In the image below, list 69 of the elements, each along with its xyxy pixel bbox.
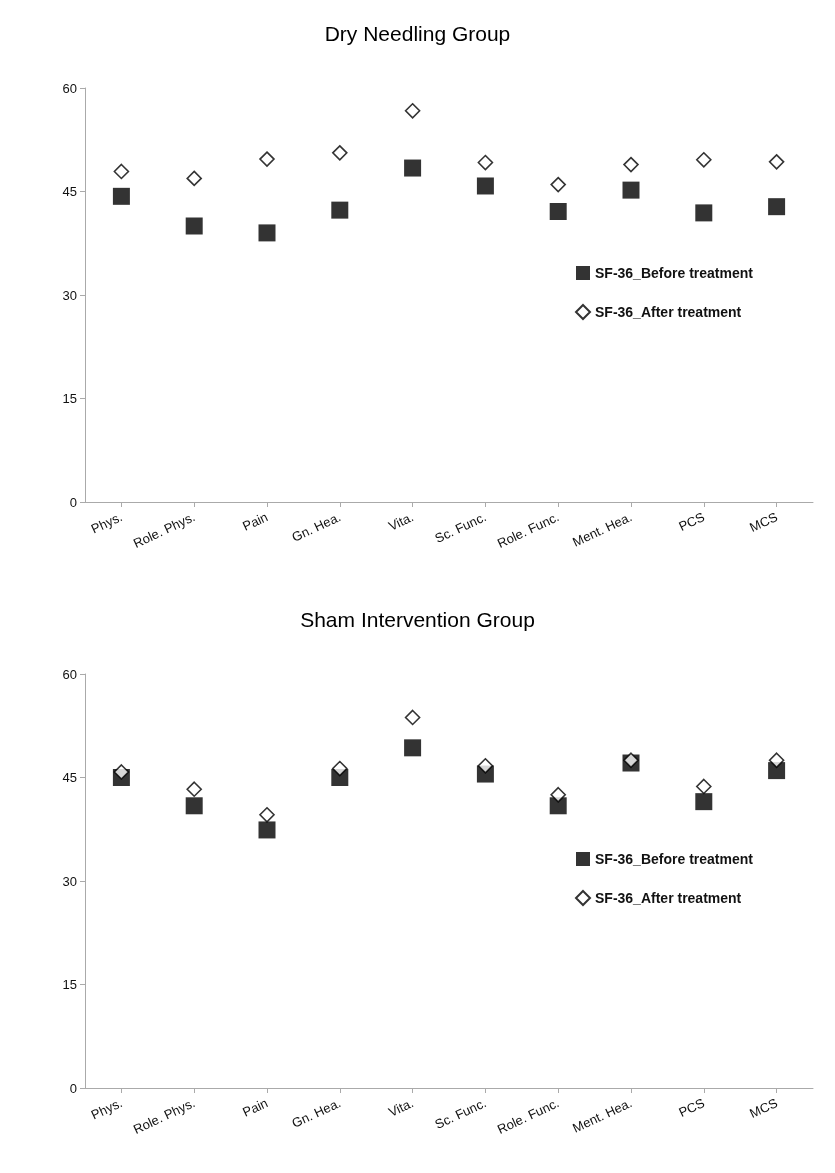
y-tick-label: 45 — [62, 770, 77, 785]
x-tick-label: Ment. Hea. — [570, 1095, 635, 1136]
point — [696, 151, 712, 168]
chart-title: Sham Intervention Group — [300, 608, 535, 631]
x-tick-label: Phys. — [88, 1095, 125, 1123]
x-tick-label: PCS — [676, 509, 708, 535]
point — [186, 781, 202, 798]
point — [404, 709, 421, 726]
legend-label: SF-36_Before treatment — [595, 265, 754, 281]
point — [476, 177, 494, 195]
point — [477, 154, 494, 171]
x-tick-label: PCS — [676, 1095, 708, 1121]
x-tick-label: Role. Phys. — [130, 509, 198, 551]
point — [768, 154, 785, 170]
legend-label: SF-36_After treatment — [595, 304, 742, 320]
point — [695, 204, 713, 222]
y-tick-label: 30 — [62, 873, 77, 889]
legend-label: SF-36_After treatment — [595, 890, 742, 906]
point — [549, 203, 567, 221]
point — [331, 201, 349, 219]
y-tick-label: 15 — [62, 391, 77, 406]
x-tick-label: Phys. — [88, 509, 125, 537]
point — [185, 797, 203, 815]
x-tick-label: Gn. Hea. — [289, 509, 343, 545]
point — [696, 778, 712, 795]
y-tick-label: 45 — [62, 184, 77, 199]
point — [258, 821, 276, 839]
legend-label: SF-36_Before treatment — [595, 851, 754, 867]
y-tick-label: 30 — [62, 287, 77, 303]
y-tick-label: 15 — [62, 977, 77, 992]
x-tick-label: MCS — [747, 509, 781, 535]
point — [404, 739, 422, 757]
point — [550, 786, 566, 803]
point — [332, 760, 348, 777]
x-tick-label: Role. Func. — [494, 509, 562, 551]
y-tick-label: 0 — [69, 494, 77, 510]
x-tick-label: Ment. Hea. — [570, 509, 635, 550]
point — [477, 757, 494, 774]
point — [113, 163, 130, 180]
point — [623, 156, 639, 173]
point — [185, 217, 203, 235]
point — [695, 793, 713, 811]
point — [768, 752, 785, 769]
point — [404, 102, 421, 119]
point — [404, 159, 422, 177]
y-tick-label: 60 — [62, 80, 77, 96]
point — [768, 198, 786, 216]
x-tick-label: Vita. — [386, 1095, 416, 1120]
point — [550, 176, 566, 193]
x-tick-label: Sc. Func. — [432, 509, 489, 546]
point — [186, 170, 202, 187]
x-tick-label: Role. Func. — [494, 1095, 562, 1137]
point — [113, 764, 130, 780]
x-tick-label: Vita. — [386, 509, 416, 534]
y-tick-label: 60 — [62, 666, 77, 682]
x-tick-label: Sc. Func. — [432, 1095, 489, 1132]
x-tick-label: Role. Phys. — [130, 1095, 198, 1137]
chart-title: Dry Needling Group — [324, 22, 511, 45]
x-tick-label: Pain — [240, 509, 271, 534]
point — [112, 187, 130, 205]
point — [259, 151, 275, 167]
x-tick-label: MCS — [747, 1095, 781, 1121]
point — [332, 145, 348, 161]
point — [258, 224, 276, 242]
point — [259, 806, 275, 823]
x-tick-label: Gn. Hea. — [289, 1095, 343, 1131]
x-tick-label: Pain — [240, 1095, 271, 1120]
point — [622, 181, 640, 199]
y-tick-label: 0 — [69, 1080, 77, 1096]
